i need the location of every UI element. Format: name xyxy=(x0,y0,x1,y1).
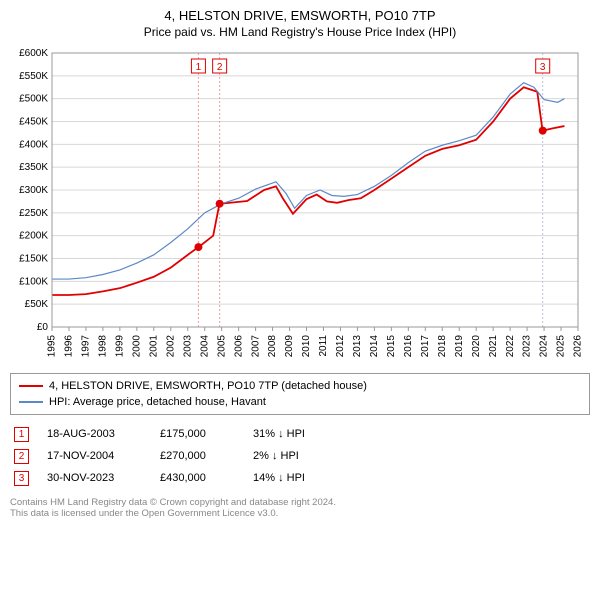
svg-text:2003: 2003 xyxy=(182,335,193,358)
event-marker-icon: 2 xyxy=(14,449,29,464)
event-marker-icon: 3 xyxy=(14,471,29,486)
title-address: 4, HELSTON DRIVE, EMSWORTH, PO10 7TP xyxy=(10,8,590,23)
svg-text:2007: 2007 xyxy=(250,335,261,358)
svg-text:£250K: £250K xyxy=(19,208,48,219)
event-date: 30-NOV-2023 xyxy=(47,472,142,484)
svg-text:2002: 2002 xyxy=(165,335,176,358)
svg-text:£350K: £350K xyxy=(19,162,48,173)
svg-text:£600K: £600K xyxy=(19,48,48,59)
svg-text:2014: 2014 xyxy=(369,335,380,358)
event-price: £430,000 xyxy=(160,472,235,484)
svg-text:£150K: £150K xyxy=(19,254,48,265)
event-row: 3 30-NOV-2023 £430,000 14% ↓ HPI xyxy=(10,467,590,489)
event-delta: 14% ↓ HPI xyxy=(253,472,333,484)
svg-text:£300K: £300K xyxy=(19,185,48,196)
events-table: 1 18-AUG-2003 £175,000 31% ↓ HPI 2 17-NO… xyxy=(10,423,590,489)
svg-text:2009: 2009 xyxy=(284,335,295,358)
svg-text:2018: 2018 xyxy=(437,335,448,358)
event-date: 17-NOV-2004 xyxy=(47,450,142,462)
footer-copyright: Contains HM Land Registry data © Crown c… xyxy=(10,497,590,519)
svg-text:2024: 2024 xyxy=(539,335,550,358)
svg-text:2020: 2020 xyxy=(471,335,482,358)
svg-text:2: 2 xyxy=(217,62,223,73)
svg-text:1997: 1997 xyxy=(81,335,92,358)
svg-text:1998: 1998 xyxy=(98,335,109,358)
svg-text:2019: 2019 xyxy=(454,335,465,358)
legend-row: 4, HELSTON DRIVE, EMSWORTH, PO10 7TP (de… xyxy=(19,378,581,394)
legend: 4, HELSTON DRIVE, EMSWORTH, PO10 7TP (de… xyxy=(10,373,590,415)
svg-text:2026: 2026 xyxy=(573,335,584,358)
svg-text:2001: 2001 xyxy=(148,335,159,358)
legend-label: HPI: Average price, detached house, Hava… xyxy=(49,396,266,408)
title-subtitle: Price paid vs. HM Land Registry's House … xyxy=(10,25,590,39)
svg-text:2017: 2017 xyxy=(420,335,431,358)
svg-text:1999: 1999 xyxy=(115,335,126,358)
svg-text:2025: 2025 xyxy=(556,335,567,358)
svg-text:2013: 2013 xyxy=(352,335,363,358)
svg-text:2015: 2015 xyxy=(386,335,397,358)
svg-text:2022: 2022 xyxy=(505,335,516,358)
svg-text:2005: 2005 xyxy=(216,335,227,358)
svg-text:£100K: £100K xyxy=(19,276,48,287)
svg-text:2006: 2006 xyxy=(233,335,244,358)
event-price: £175,000 xyxy=(160,428,235,440)
svg-text:2016: 2016 xyxy=(403,335,414,358)
svg-text:2012: 2012 xyxy=(335,335,346,358)
svg-text:3: 3 xyxy=(540,62,546,73)
svg-text:2008: 2008 xyxy=(267,335,278,358)
event-delta: 31% ↓ HPI xyxy=(253,428,333,440)
svg-text:£50K: £50K xyxy=(25,299,49,310)
chart-container: 4, HELSTON DRIVE, EMSWORTH, PO10 7TP Pri… xyxy=(0,0,600,527)
legend-swatch-icon xyxy=(19,401,43,403)
event-date: 18-AUG-2003 xyxy=(47,428,142,440)
svg-text:1995: 1995 xyxy=(47,335,58,358)
chart-area: £0 £50K £100K £150K £200K £250K £300K £350K £400… xyxy=(10,47,590,367)
legend-label: 4, HELSTON DRIVE, EMSWORTH, PO10 7TP (de… xyxy=(49,380,367,392)
event-row: 1 18-AUG-2003 £175,000 31% ↓ HPI xyxy=(10,423,590,445)
svg-text:2010: 2010 xyxy=(301,335,312,358)
svg-text:£200K: £200K xyxy=(19,231,48,242)
footer-line: This data is licensed under the Open Gov… xyxy=(10,508,590,519)
svg-text:2011: 2011 xyxy=(318,335,329,357)
svg-text:2021: 2021 xyxy=(488,335,499,358)
svg-text:£500K: £500K xyxy=(19,94,48,105)
legend-swatch-icon xyxy=(19,385,43,387)
svg-text:1996: 1996 xyxy=(64,335,75,358)
svg-text:2023: 2023 xyxy=(522,335,533,358)
svg-text:£450K: £450K xyxy=(19,117,48,128)
event-price: £270,000 xyxy=(160,450,235,462)
svg-text:£0: £0 xyxy=(37,322,49,333)
svg-text:1: 1 xyxy=(196,62,202,73)
event-marker-icon: 1 xyxy=(14,427,29,442)
svg-text:2004: 2004 xyxy=(199,335,210,358)
legend-row: HPI: Average price, detached house, Hava… xyxy=(19,394,581,410)
svg-text:£400K: £400K xyxy=(19,139,48,150)
svg-text:2000: 2000 xyxy=(131,335,142,358)
event-row: 2 17-NOV-2004 £270,000 2% ↓ HPI xyxy=(10,445,590,467)
svg-text:£550K: £550K xyxy=(19,71,48,82)
event-delta: 2% ↓ HPI xyxy=(253,450,333,462)
footer-line: Contains HM Land Registry data © Crown c… xyxy=(10,497,590,508)
line-chart-svg: £0 £50K £100K £150K £200K £250K £300K £350K £400… xyxy=(10,47,590,367)
